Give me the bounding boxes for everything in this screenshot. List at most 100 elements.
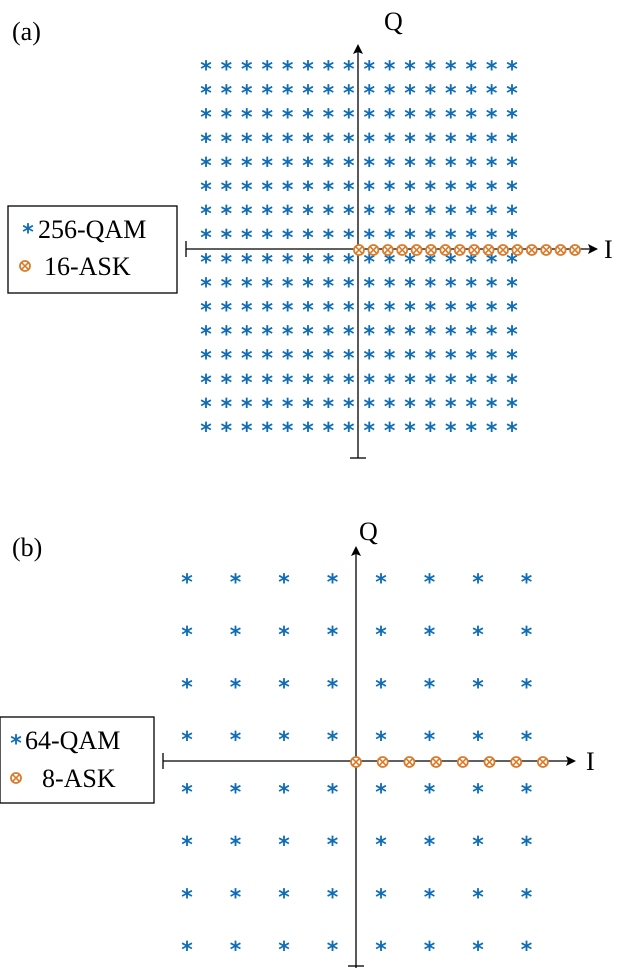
qam-point: * bbox=[221, 274, 233, 299]
qam-point: * bbox=[181, 728, 193, 753]
qam-point: * bbox=[465, 347, 477, 372]
ask-point bbox=[396, 244, 409, 256]
qam-point: * bbox=[221, 299, 233, 324]
qam-point: * bbox=[327, 938, 339, 963]
qam-point: * bbox=[278, 886, 290, 911]
panel-b-64qam-points: * * * * * * * * * * * * * * * * * * * * * * * * * * * * * * * * * * * * * * * *… bbox=[181, 571, 533, 964]
qam-point: * bbox=[472, 571, 484, 596]
qam-point: * bbox=[425, 419, 437, 444]
qam-point: * bbox=[343, 419, 355, 444]
qam-point: * bbox=[221, 82, 233, 107]
qam-point: * bbox=[323, 106, 335, 131]
qam-point: * bbox=[384, 395, 396, 420]
qam-point: * bbox=[302, 347, 314, 372]
qam-point: * bbox=[465, 299, 477, 324]
qam-point: * bbox=[200, 274, 212, 299]
qam-point: * bbox=[343, 323, 355, 348]
qam-point: * bbox=[384, 178, 396, 203]
qam-point: * bbox=[521, 886, 533, 911]
qam-point: * bbox=[302, 299, 314, 324]
qam-point: * bbox=[323, 323, 335, 348]
qam-point: * bbox=[486, 130, 498, 155]
qam-point: * bbox=[302, 250, 314, 275]
qam-point: * bbox=[425, 371, 437, 396]
qam-point: * bbox=[200, 371, 212, 396]
qam-point: * bbox=[278, 676, 290, 701]
qam-point: * bbox=[506, 347, 518, 372]
qam-point: * bbox=[230, 571, 242, 596]
ask-point bbox=[376, 756, 389, 768]
qam-point: * bbox=[343, 250, 355, 275]
qam-point: * bbox=[282, 202, 294, 227]
qam-point: * bbox=[200, 299, 212, 324]
qam-point: * bbox=[230, 623, 242, 648]
qam-point: * bbox=[241, 154, 253, 179]
qam-point: * bbox=[221, 202, 233, 227]
qam-point: * bbox=[521, 938, 533, 963]
qam-point: * bbox=[363, 347, 375, 372]
qam-point: * bbox=[465, 106, 477, 131]
qam-point: * bbox=[521, 623, 533, 648]
qam-point: * bbox=[425, 395, 437, 420]
qam-point: * bbox=[465, 58, 477, 83]
qam-point: * bbox=[384, 202, 396, 227]
qam-point: * bbox=[375, 833, 387, 858]
qam-point: * bbox=[302, 371, 314, 396]
legend-asterisk-icon: * bbox=[10, 732, 22, 757]
qam-point: * bbox=[261, 250, 273, 275]
qam-point: * bbox=[375, 676, 387, 701]
qam-point: * bbox=[278, 728, 290, 753]
qam-point: * bbox=[241, 202, 253, 227]
qam-point: * bbox=[384, 130, 396, 155]
qam-point: * bbox=[241, 323, 253, 348]
qam-point: * bbox=[323, 371, 335, 396]
qam-point: * bbox=[181, 571, 193, 596]
qam-point: * bbox=[221, 178, 233, 203]
panel-b-i-label: I bbox=[586, 747, 595, 776]
qam-point: * bbox=[363, 178, 375, 203]
qam-point: * bbox=[261, 82, 273, 107]
qam-point: * bbox=[241, 299, 253, 324]
qam-point: * bbox=[486, 347, 498, 372]
qam-point: * bbox=[425, 347, 437, 372]
qam-point: * bbox=[506, 154, 518, 179]
qam-point: * bbox=[486, 154, 498, 179]
qam-point: * bbox=[486, 323, 498, 348]
ask-point bbox=[439, 244, 452, 256]
qam-point: * bbox=[343, 178, 355, 203]
qam-point: * bbox=[302, 106, 314, 131]
qam-point: * bbox=[261, 226, 273, 251]
qam-point: * bbox=[424, 571, 436, 596]
ask-point bbox=[497, 244, 509, 256]
ask-point bbox=[410, 244, 423, 256]
qam-point: * bbox=[230, 781, 242, 806]
qam-point: * bbox=[375, 781, 387, 806]
qam-point: * bbox=[425, 202, 437, 227]
qam-point: * bbox=[323, 130, 335, 155]
ask-point bbox=[353, 244, 365, 256]
qam-point: * bbox=[472, 781, 484, 806]
qam-point: * bbox=[375, 571, 387, 596]
qam-point: * bbox=[445, 82, 457, 107]
qam-point: * bbox=[425, 178, 437, 203]
qam-point: * bbox=[343, 371, 355, 396]
qam-point: * bbox=[363, 130, 375, 155]
ask-point bbox=[367, 244, 380, 256]
qam-point: * bbox=[278, 938, 290, 963]
qam-point: * bbox=[282, 226, 294, 251]
qam-point: * bbox=[343, 395, 355, 420]
qam-point: * bbox=[465, 250, 477, 275]
qam-point: * bbox=[230, 728, 242, 753]
qam-point: * bbox=[384, 419, 396, 444]
qam-point: * bbox=[282, 130, 294, 155]
qam-point: * bbox=[343, 106, 355, 131]
qam-point: * bbox=[278, 833, 290, 858]
qam-point: * bbox=[404, 106, 416, 131]
qam-point: * bbox=[384, 154, 396, 179]
panel-a-label: (a) bbox=[12, 17, 41, 46]
qam-point: * bbox=[486, 395, 498, 420]
panel-b-i-arrowhead bbox=[566, 756, 576, 766]
qam-point: * bbox=[465, 82, 477, 107]
qam-point: * bbox=[327, 676, 339, 701]
qam-point: * bbox=[521, 728, 533, 753]
